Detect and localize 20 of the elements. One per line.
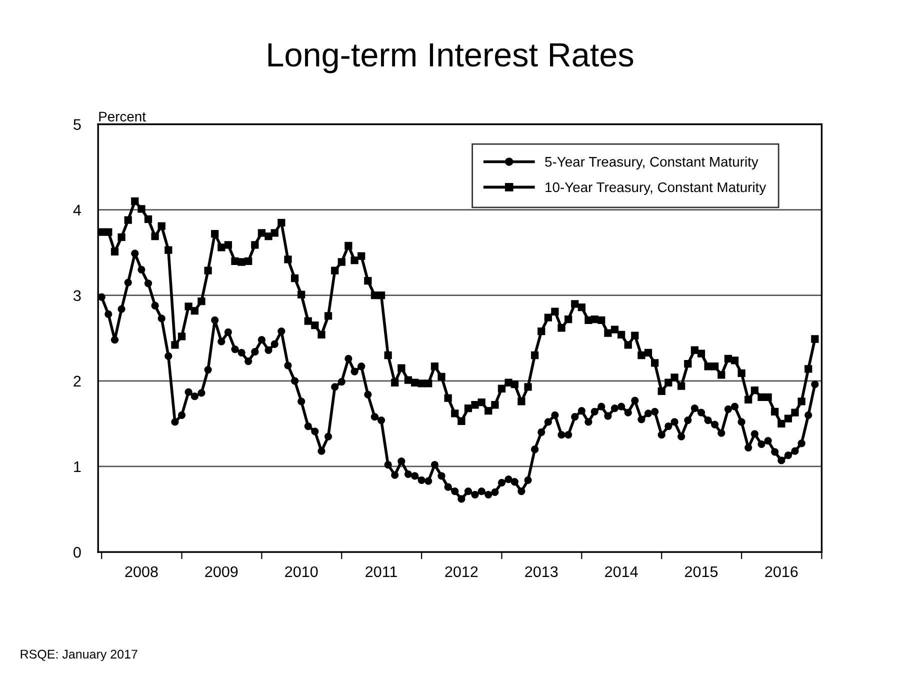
chart-title: Long-term Interest Rates bbox=[268, 43, 634, 74]
legend-label: 5-Year Treasury, Constant Maturity bbox=[545, 156, 758, 170]
x-tick-label: 2016 bbox=[765, 566, 798, 578]
legend-label: 10-Year Treasury, Constant Maturity bbox=[546, 182, 766, 195]
x-tick-label: 2013 bbox=[525, 566, 558, 578]
x-tick-label: 2009 bbox=[205, 566, 238, 578]
x-tick-label: 2011 bbox=[366, 566, 397, 578]
y-tick-label: 3 bbox=[74, 290, 81, 302]
text: RSQE: January 2017 bbox=[20, 650, 138, 662]
y-tick-label: 1 bbox=[74, 462, 81, 472]
y-tick-label: 4 bbox=[73, 204, 81, 216]
y-tick-label: 5 bbox=[74, 119, 81, 130]
y-tick-label: 0 bbox=[74, 546, 81, 558]
x-tick-label: 2012 bbox=[445, 566, 478, 578]
x-tick-label: 2015 bbox=[685, 566, 718, 578]
y-tick-label: 2 bbox=[74, 376, 81, 386]
x-tick-label: 2010 bbox=[285, 566, 318, 578]
y-axis-title: Percent bbox=[99, 112, 146, 122]
x-tick-label: 2008 bbox=[125, 566, 158, 578]
x-tick-label: 2014 bbox=[605, 566, 638, 578]
